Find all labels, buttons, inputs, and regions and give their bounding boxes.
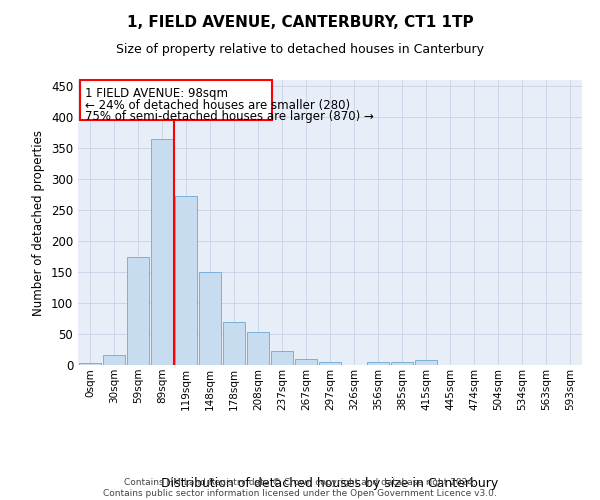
Bar bbox=[415, 360, 437, 365]
Bar bbox=[223, 322, 245, 365]
Text: 1 FIELD AVENUE: 98sqm: 1 FIELD AVENUE: 98sqm bbox=[85, 88, 228, 101]
Bar bbox=[391, 362, 413, 365]
Bar bbox=[80, 80, 272, 120]
Text: Contains HM Land Registry data © Crown copyright and database right 2024.
Contai: Contains HM Land Registry data © Crown c… bbox=[103, 478, 497, 498]
Bar bbox=[79, 363, 101, 365]
Bar bbox=[199, 272, 221, 365]
Bar bbox=[103, 355, 125, 365]
Text: 75% of semi-detached houses are larger (870) →: 75% of semi-detached houses are larger (… bbox=[85, 110, 374, 122]
Text: Size of property relative to detached houses in Canterbury: Size of property relative to detached ho… bbox=[116, 42, 484, 56]
Bar bbox=[271, 352, 293, 365]
Bar bbox=[319, 362, 341, 365]
Text: Distribution of detached houses by size in Canterbury: Distribution of detached houses by size … bbox=[161, 477, 499, 490]
Bar bbox=[151, 139, 173, 365]
Bar bbox=[127, 256, 149, 365]
Y-axis label: Number of detached properties: Number of detached properties bbox=[32, 130, 46, 316]
Bar bbox=[295, 359, 317, 365]
Bar bbox=[175, 196, 197, 365]
Bar bbox=[367, 362, 389, 365]
Bar bbox=[247, 332, 269, 365]
Text: ← 24% of detached houses are smaller (280): ← 24% of detached houses are smaller (28… bbox=[85, 98, 350, 112]
Text: 1, FIELD AVENUE, CANTERBURY, CT1 1TP: 1, FIELD AVENUE, CANTERBURY, CT1 1TP bbox=[127, 15, 473, 30]
